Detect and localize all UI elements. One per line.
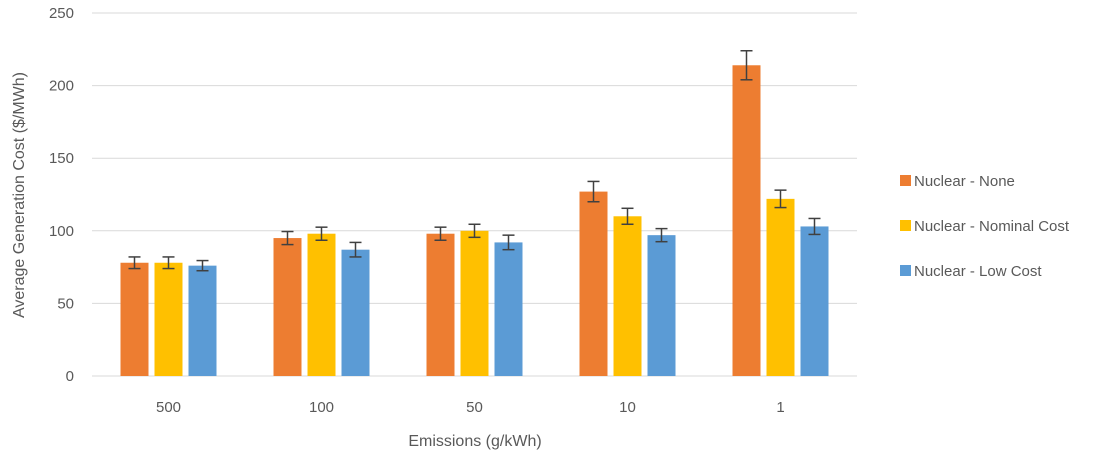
x-tick-label: 500 (156, 399, 181, 416)
legend-swatch (900, 175, 911, 186)
legend-swatch (900, 220, 911, 231)
bar-nuclear-low-cost-1 (800, 226, 829, 376)
error-bar (196, 259, 209, 272)
x-axis-ticks: 500 100 50 10 1 (156, 399, 785, 416)
legend-label: Nuclear - None (914, 173, 1015, 190)
x-tick-label: 1 (776, 399, 784, 416)
y-tick-label: 0 (66, 368, 74, 385)
error-bar (502, 234, 515, 251)
legend-item: Nuclear - None (900, 173, 1015, 190)
bar-nuclear-none-1 (732, 65, 761, 376)
x-tick-label: 10 (619, 399, 636, 416)
bar-nuclear-none-10 (579, 191, 608, 376)
error-bar (740, 50, 753, 81)
bar-nuclear-low-cost-100 (341, 249, 370, 376)
error-bar (162, 256, 175, 270)
bar-nuclear-none-500 (120, 262, 149, 376)
error-bars (128, 50, 821, 272)
y-tick-label: 250 (49, 5, 74, 22)
error-bar (808, 217, 821, 236)
legend-item: Nuclear - Nominal Cost (900, 218, 1070, 235)
bar-nuclear-nominal-cost-100 (307, 233, 336, 376)
error-bar (587, 180, 600, 203)
y-tick-label: 100 (49, 223, 74, 240)
y-tick-label: 50 (57, 295, 74, 312)
x-axis-title: Emissions (g/kWh) (408, 433, 541, 450)
bar-nuclear-nominal-cost-50 (460, 230, 489, 376)
y-axis-title: Average Generation Cost ($/MWh) (11, 72, 28, 318)
legend: Nuclear - None Nuclear - Nominal Cost Nucl… (900, 173, 1070, 280)
x-tick-label: 100 (309, 399, 334, 416)
bar-nuclear-none-50 (426, 233, 455, 376)
y-axis-ticks: 0 50 100 150 200 250 (49, 5, 74, 385)
legend-swatch (900, 265, 911, 276)
bars (120, 65, 829, 376)
bar-nuclear-low-cost-10 (647, 235, 676, 376)
error-bar (655, 227, 668, 243)
legend-label: Nuclear - Low Cost (914, 263, 1042, 280)
bar-nuclear-low-cost-50 (494, 242, 523, 376)
x-tick-label: 50 (466, 399, 483, 416)
legend-item: Nuclear - Low Cost (900, 263, 1042, 280)
error-bar (621, 207, 634, 226)
bar-nuclear-none-100 (273, 238, 302, 376)
error-bar (434, 226, 447, 241)
bar-nuclear-nominal-cost-1 (766, 198, 795, 376)
bar-nuclear-nominal-cost-10 (613, 216, 642, 376)
error-bar (468, 223, 481, 239)
bar-nuclear-nominal-cost-500 (154, 262, 183, 376)
y-tick-label: 200 (49, 78, 74, 95)
y-tick-label: 150 (49, 150, 74, 167)
bar-nuclear-low-cost-500 (188, 265, 217, 376)
error-bar (349, 241, 362, 258)
error-bar (774, 189, 787, 209)
error-bar (281, 230, 294, 246)
error-bar (128, 256, 141, 270)
legend-label: Nuclear - Nominal Cost (914, 218, 1070, 235)
error-bar (315, 226, 328, 241)
